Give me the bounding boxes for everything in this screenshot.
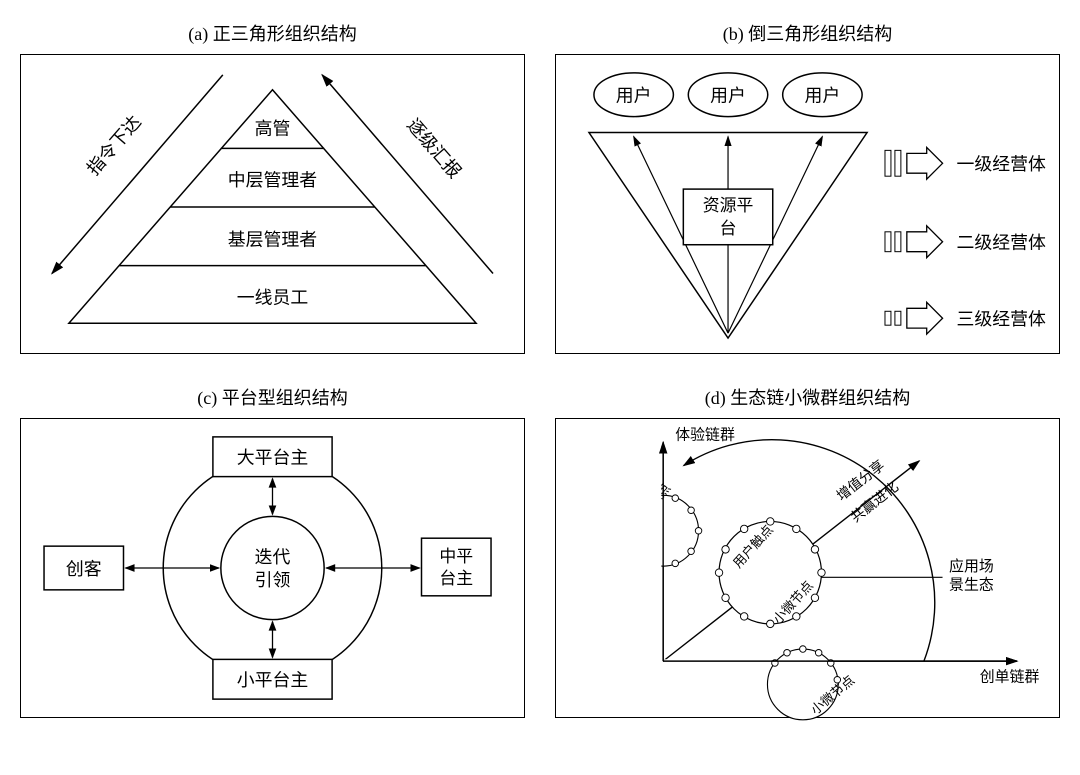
diagram-grid: (a) 正三角形组织结构 高管 中层管理者 基层管理者 一线员工: [20, 20, 1060, 718]
panel-a: 高管 中层管理者 基层管理者 一线员工 指令下达 逐级汇报: [20, 54, 525, 354]
legend-0: 一级经营体: [957, 154, 1046, 174]
panel-c-title: (c) 平台型组织结构: [20, 384, 525, 410]
panel-b-wrap: (b) 倒三角形组织结构 用户 用户 用户: [555, 20, 1060, 354]
center-bubble: 用户触点 小微节点: [715, 518, 825, 628]
level-1: 中层管理者: [228, 170, 317, 190]
top-box: 大平台主: [237, 448, 309, 468]
panel-c: 迭代 引领 大平台主 小平台主 创客 中平 台主: [20, 418, 525, 718]
panel-b-title: (b) 倒三角形组织结构: [555, 20, 1060, 46]
center-box-line2: 台: [720, 219, 737, 238]
center-line2: 引领: [255, 570, 291, 590]
panel-b: 用户 用户 用户 资源平 台 一级经营体: [555, 54, 1060, 354]
x-axis-label: 创单链群: [980, 669, 1040, 686]
y-axis-label: 体验链群: [675, 426, 735, 443]
right-box-l1: 中平: [439, 547, 473, 566]
legend-2: 三级经营体: [957, 309, 1046, 329]
legend-row-1: 二级经营体: [885, 226, 1046, 258]
panel-b-svg: 用户 用户 用户 资源平 台 一级经营体: [556, 55, 1059, 353]
panel-d-svg: 体验链群 创单链群 增值分享 共赢进化 应用场 景生态: [556, 419, 1059, 717]
panel-a-svg: 高管 中层管理者 基层管理者 一线员工 指令下达 逐级汇报: [21, 55, 524, 353]
right-label-l2: 景生态: [949, 576, 994, 593]
left-arrow-label: 指令下达: [83, 112, 145, 179]
right-arrow-label: 逐级汇报: [403, 115, 465, 182]
panel-c-svg: 迭代 引领 大平台主 小平台主 创客 中平 台主: [21, 419, 524, 717]
panel-a-title: (a) 正三角形组织结构: [20, 20, 525, 46]
panel-d-title: (d) 生态链小微群组织结构: [555, 384, 1060, 410]
level-3: 一线员工: [237, 287, 309, 307]
panel-d-wrap: (d) 生态链小微群组织结构 体验链群 创单链群 增值分享 共赢进化: [555, 384, 1060, 718]
user-0: 用户: [616, 86, 652, 106]
panel-c-wrap: (c) 平台型组织结构 迭代 引领 大平台主: [20, 384, 525, 718]
level-2: 基层管理者: [228, 230, 317, 250]
bottom-box: 小平台主: [237, 670, 309, 690]
legend-row-0: 一级经营体: [885, 147, 1046, 179]
panel-a-wrap: (a) 正三角形组织结构 高管 中层管理者 基层管理者 一线员工: [20, 20, 525, 354]
center-box-line1: 资源平: [703, 196, 754, 215]
left-box: 创客: [66, 559, 102, 579]
user-2: 用户: [805, 86, 841, 106]
center-line1: 迭代: [255, 547, 291, 567]
right-box-l2: 台主: [439, 569, 473, 588]
level-0: 高管: [255, 118, 291, 138]
legend-row-2: 三级经营体: [885, 302, 1046, 334]
user-1: 用户: [710, 86, 746, 106]
lower-bubble: 小微节点: [767, 646, 857, 720]
panel-d: 体验链群 创单链群 增值分享 共赢进化 应用场 景生态: [555, 418, 1060, 718]
right-label-l1: 应用场: [949, 557, 994, 575]
legend-1: 二级经营体: [957, 233, 1046, 253]
